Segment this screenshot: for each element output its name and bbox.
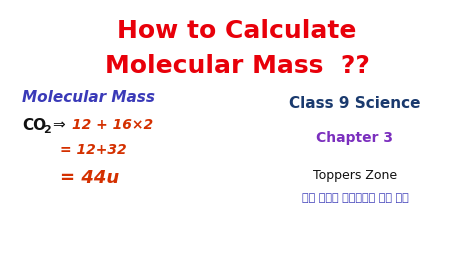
Text: Molecular Mass  ??: Molecular Mass ?? [105, 54, 369, 78]
Text: Class 9 Science: Class 9 Science [289, 97, 421, 111]
Text: How to Calculate: How to Calculate [117, 19, 357, 43]
Text: CO: CO [22, 118, 46, 132]
Text: Chapter 3: Chapter 3 [317, 131, 393, 145]
Text: = 12+32: = 12+32 [60, 143, 127, 157]
Text: = 44u: = 44u [60, 169, 119, 187]
Text: एक कदम सफलता की ओर: एक कदम सफलता की ओर [301, 193, 409, 203]
Text: 12 + 16×2: 12 + 16×2 [72, 118, 153, 132]
Text: ⇒: ⇒ [52, 118, 65, 132]
Text: 2: 2 [43, 125, 51, 135]
Text: Toppers Zone: Toppers Zone [313, 169, 397, 182]
Text: Molecular Mass: Molecular Mass [22, 90, 155, 106]
